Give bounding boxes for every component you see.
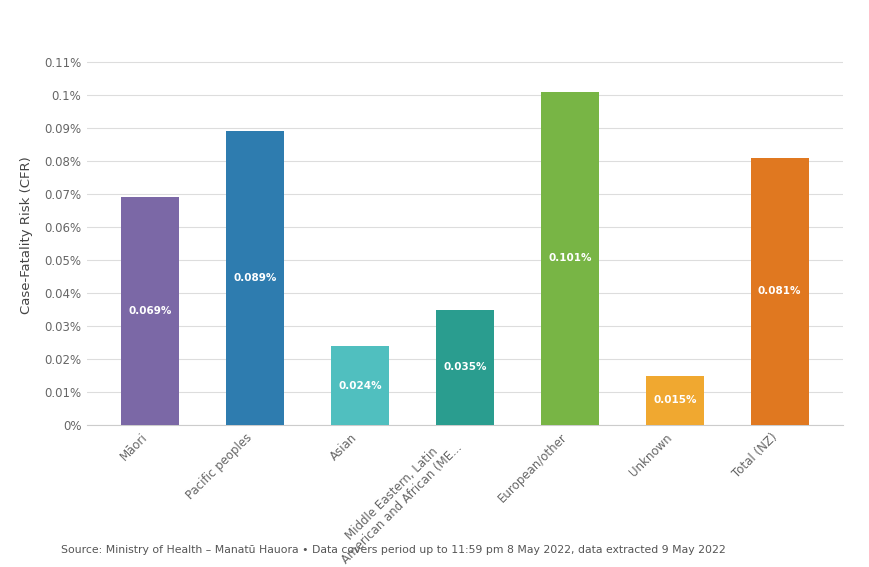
Text: 0.015%: 0.015% bbox=[653, 395, 697, 405]
Bar bbox=[331, 346, 388, 425]
Text: Source:: Source: bbox=[0, 566, 1, 567]
Bar bbox=[751, 158, 808, 425]
Bar bbox=[646, 376, 704, 425]
Text: 0.069%: 0.069% bbox=[129, 306, 172, 316]
Text: 0.024%: 0.024% bbox=[338, 380, 381, 391]
Text: Source: Ministry of Health – Manatū Hauora: Source: Ministry of Health – Manatū Hauo… bbox=[0, 566, 1, 567]
Bar bbox=[541, 92, 599, 425]
Bar bbox=[436, 310, 494, 425]
Text: 0.081%: 0.081% bbox=[758, 286, 801, 297]
Bar bbox=[122, 197, 179, 425]
Y-axis label: Case-Fatality Risk (CFR): Case-Fatality Risk (CFR) bbox=[20, 156, 33, 314]
Text: 0.035%: 0.035% bbox=[443, 362, 487, 373]
Text: 0.101%: 0.101% bbox=[548, 253, 592, 264]
Bar bbox=[226, 131, 284, 425]
Text: 0.089%: 0.089% bbox=[234, 273, 276, 284]
Text: Source: Ministry of Health – Manatū Hauora • Data covers period up to 11:59 pm 8: Source: Ministry of Health – Manatū Hauo… bbox=[61, 544, 726, 555]
